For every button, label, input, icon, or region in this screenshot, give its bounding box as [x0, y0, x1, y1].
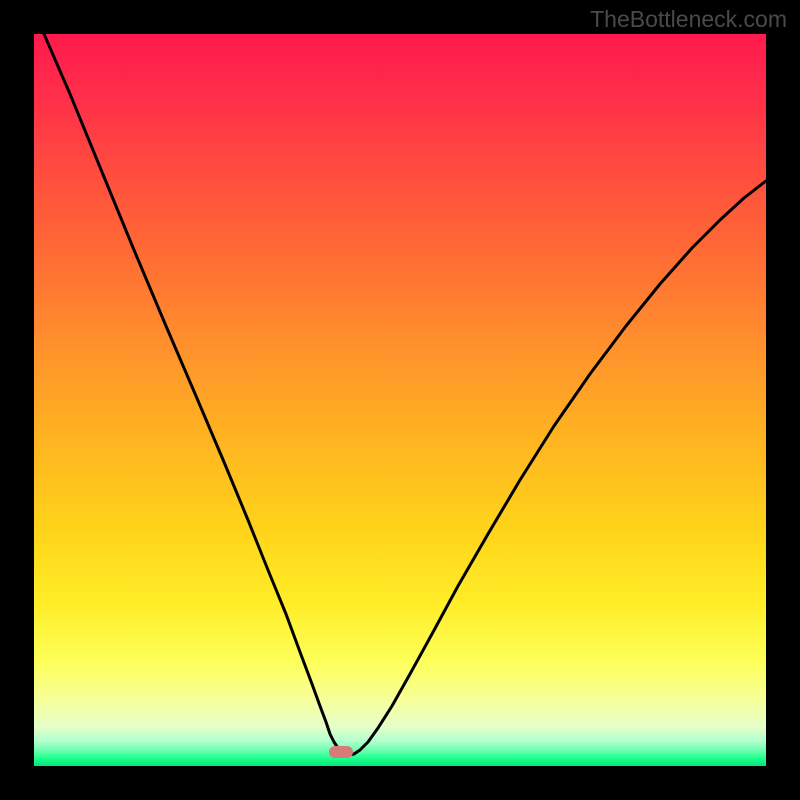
- watermark-text: TheBottleneck.com: [590, 6, 787, 33]
- v-curve: [44, 34, 766, 755]
- curve-overlay: [34, 34, 766, 766]
- plot-area: [34, 34, 766, 766]
- chart-container: TheBottleneck.com: [0, 0, 800, 800]
- minimum-marker: [329, 746, 353, 758]
